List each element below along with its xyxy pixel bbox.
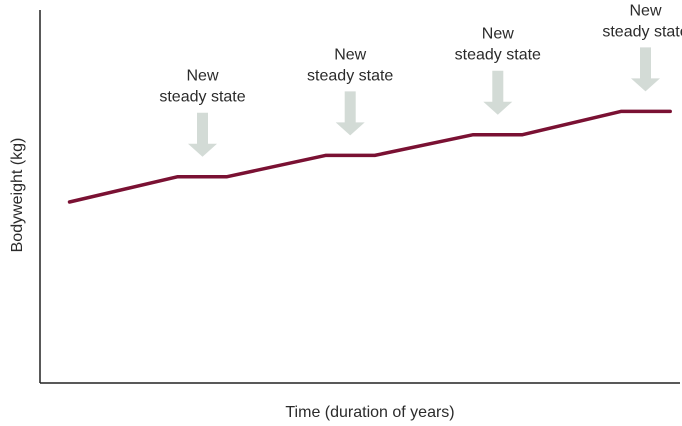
annotation-line: New [482, 26, 514, 43]
annotation-line: steady state [159, 89, 245, 106]
steady-state-annotation: New steady state [307, 46, 393, 84]
y-axis-label: Bodyweight (kg) [9, 138, 26, 253]
annotation-line: New [334, 46, 366, 63]
annotation-line: New [186, 68, 218, 85]
x-axis-label: Time (duration of years) [285, 404, 454, 421]
down-arrow-icon [631, 47, 660, 92]
annotations-layer: New steady state New steady state New steady … [159, 2, 682, 157]
bodyweight-series-line [67, 109, 672, 204]
annotation-line: steady state [455, 47, 541, 64]
down-arrow-icon [483, 70, 513, 115]
down-arrow-icon [188, 112, 217, 157]
steady-state-annotation: New steady state [602, 2, 682, 40]
down-arrow-icon [335, 91, 365, 136]
annotation-line: New [629, 2, 661, 19]
annotation-line: steady state [602, 23, 682, 40]
steady-state-annotation: New steady state [159, 68, 245, 106]
steady-state-annotation: New steady state [455, 26, 541, 64]
annotation-line: steady state [307, 67, 393, 84]
